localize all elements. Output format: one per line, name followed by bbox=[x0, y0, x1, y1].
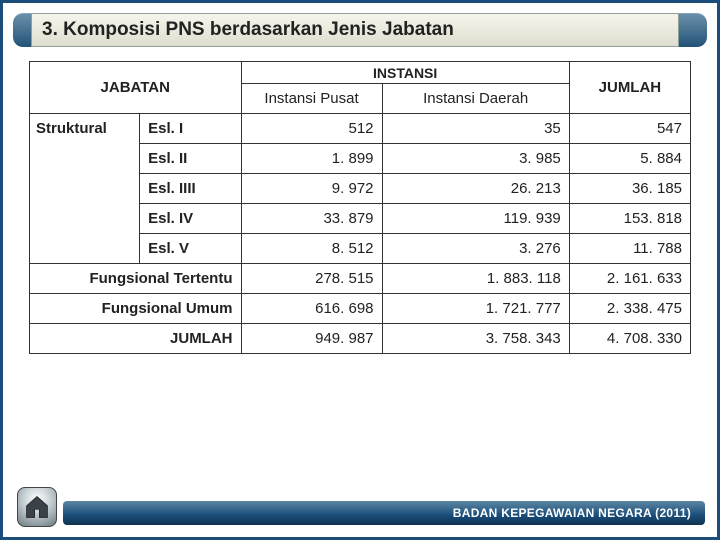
cell-pusat: 616. 698 bbox=[241, 294, 382, 324]
table-row: Fungsional Umum 616. 698 1. 721. 777 2. … bbox=[30, 294, 691, 324]
footer-text: BADAN KEPEGAWAIAN NEGARA (2011) bbox=[453, 506, 691, 520]
cell-daerah: 3. 985 bbox=[382, 144, 569, 174]
title-cap-left bbox=[13, 13, 31, 47]
table-row: Struktural Esl. I 512 35 547 bbox=[30, 114, 691, 144]
composition-table-wrap: JABATAN INSTANSI JUMLAH Instansi Pusat I… bbox=[29, 61, 691, 354]
group-struktural: Struktural bbox=[30, 114, 140, 264]
esl-label: Esl. IIII bbox=[140, 174, 241, 204]
header-daerah: Instansi Daerah bbox=[382, 84, 569, 114]
header-pusat: Instansi Pusat bbox=[241, 84, 382, 114]
esl-label: Esl. II bbox=[140, 144, 241, 174]
group-jumlah: JUMLAH bbox=[30, 324, 242, 354]
cell-pusat: 512 bbox=[241, 114, 382, 144]
cell-jumlah: 547 bbox=[569, 114, 690, 144]
table-row-total: JUMLAH 949. 987 3. 758. 343 4. 708. 330 bbox=[30, 324, 691, 354]
cell-jumlah: 2. 338. 475 bbox=[569, 294, 690, 324]
esl-label: Esl. IV bbox=[140, 204, 241, 234]
cell-jumlah: 5. 884 bbox=[569, 144, 690, 174]
cell-daerah: 35 bbox=[382, 114, 569, 144]
cell-jumlah: 153. 818 bbox=[569, 204, 690, 234]
title-cap-right bbox=[679, 13, 707, 47]
cell-daerah: 3. 276 bbox=[382, 234, 569, 264]
cell-pusat: 33. 879 bbox=[241, 204, 382, 234]
home-icon bbox=[23, 493, 51, 521]
cell-pusat: 9. 972 bbox=[241, 174, 382, 204]
cell-daerah: 26. 213 bbox=[382, 174, 569, 204]
cell-daerah: 3. 758. 343 bbox=[382, 324, 569, 354]
cell-pusat: 278. 515 bbox=[241, 264, 382, 294]
esl-label: Esl. V bbox=[140, 234, 241, 264]
cell-pusat: 1. 899 bbox=[241, 144, 382, 174]
cell-jumlah: 36. 185 bbox=[569, 174, 690, 204]
footer-bar: BADAN KEPEGAWAIAN NEGARA (2011) bbox=[63, 501, 705, 525]
cell-pusat: 8. 512 bbox=[241, 234, 382, 264]
composition-table: JABATAN INSTANSI JUMLAH Instansi Pusat I… bbox=[29, 61, 691, 354]
cell-jumlah: 4. 708. 330 bbox=[569, 324, 690, 354]
cell-jumlah: 2. 161. 633 bbox=[569, 264, 690, 294]
title-bar: 3. Komposisi PNS berdasarkan Jenis Jabat… bbox=[13, 11, 707, 49]
cell-pusat: 949. 987 bbox=[241, 324, 382, 354]
home-button[interactable] bbox=[17, 487, 57, 527]
slide-title: 3. Komposisi PNS berdasarkan Jenis Jabat… bbox=[31, 13, 679, 47]
cell-daerah: 1. 721. 777 bbox=[382, 294, 569, 324]
group-fungsional-tertentu: Fungsional Tertentu bbox=[30, 264, 242, 294]
cell-daerah: 119. 939 bbox=[382, 204, 569, 234]
cell-daerah: 1. 883. 118 bbox=[382, 264, 569, 294]
group-fungsional-umum: Fungsional Umum bbox=[30, 294, 242, 324]
table-row: Fungsional Tertentu 278. 515 1. 883. 118… bbox=[30, 264, 691, 294]
header-jumlah: JUMLAH bbox=[569, 62, 690, 114]
table-header-row: JABATAN INSTANSI JUMLAH bbox=[30, 62, 691, 84]
header-jabatan: JABATAN bbox=[30, 62, 242, 114]
header-instansi: INSTANSI bbox=[241, 62, 569, 84]
esl-label: Esl. I bbox=[140, 114, 241, 144]
cell-jumlah: 11. 788 bbox=[569, 234, 690, 264]
